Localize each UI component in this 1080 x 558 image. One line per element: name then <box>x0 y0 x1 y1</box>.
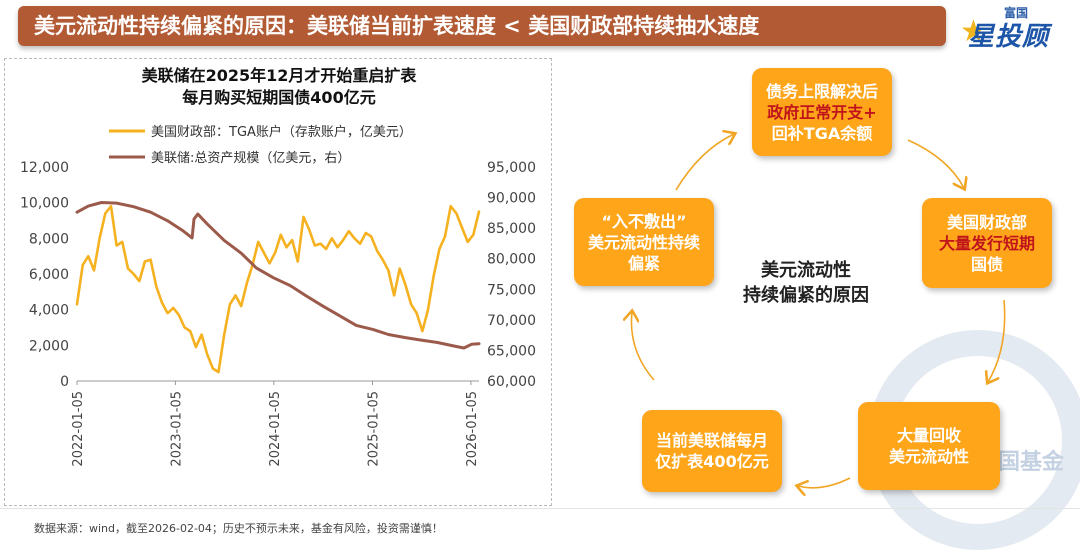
legend-label: 美联储:总资产规模（亿美元，右） <box>151 151 350 166</box>
box-line: 大量发行短期 <box>938 233 1035 253</box>
box-line: 政府正常开支+ <box>767 102 877 122</box>
box-line: 美元流动性持续 <box>587 232 700 252</box>
y-left-tick-label: 12,000 <box>20 160 69 176</box>
y-left-tick-label: 4,000 <box>29 303 69 319</box>
footer-divider <box>0 508 1080 509</box>
y-left-tick-label: 0 <box>60 374 69 390</box>
arrow-bottom-left <box>798 477 851 488</box>
cycle-center-text: 美元流动性 持续偏紧的原因 <box>716 258 896 308</box>
logo-big-text: 星投顾 <box>968 22 1050 52</box>
footnote: 数据来源：wind，截至2026-02-04；历史不预示未来，基金有风险，投资需… <box>34 522 443 535</box>
box-fed-expansion: 当前美联储每月 仅扩表400亿元 <box>642 410 782 492</box>
line-chart: 美联储在2025年12月才开始重启扩表每月购买短期国债400亿元美国财政部：TG… <box>20 66 536 467</box>
x-tick-label: 2023-01-05 <box>169 391 184 467</box>
arrow-left-up <box>631 312 655 381</box>
x-tick-label: 2024-01-05 <box>268 391 283 467</box>
y-left-tick-label: 6,000 <box>29 267 69 283</box>
y-right-tick-label: 85,000 <box>487 221 536 237</box>
page-title: 美元流动性持续偏紧的原因：美联储当前扩表速度 < 美国财政部持续抽水速度 <box>34 14 760 38</box>
box-drain-liquidity: 大量回收 美元流动性 <box>858 402 1000 490</box>
y-right-tick-label: 80,000 <box>487 252 536 268</box>
box-line: 美国财政部 <box>946 212 1027 232</box>
brand-logo: ★ 富国 星投顾 <box>960 4 1070 52</box>
y-right-tick-label: 70,000 <box>487 313 536 329</box>
box-line: 回补TGA余额 <box>771 123 873 143</box>
chart-panel: 美联储在2025年12月才开始重启扩表 每月购买短期国债400亿元美国财政部：TG… <box>4 58 552 506</box>
box-line: “入不敷出” <box>601 211 687 231</box>
y-right-tick-label: 65,000 <box>487 343 536 359</box>
chart-title-line: 美联储在2025年12月才开始重启扩表 <box>142 66 418 85</box>
x-tick-label: 2022-01-05 <box>71 391 86 467</box>
box-line: 国债 <box>970 254 1003 274</box>
logo-small-text: 富国 <box>1004 6 1029 20</box>
box-line: 大量回收 <box>896 426 961 445</box>
y-right-tick-label: 75,000 <box>487 282 536 298</box>
y-left-tick-label: 2,000 <box>29 338 69 354</box>
x-tick-label: 2025-01-05 <box>367 391 382 467</box>
box-line: 美元流动性 <box>888 447 969 466</box>
y-right-tick-label: 95,000 <box>487 160 536 176</box>
y-right-tick-label: 60,000 <box>487 374 536 390</box>
legend-label: 美国财政部：TGA账户（存款账户，亿美元） <box>151 124 412 140</box>
fed-assets-series-line <box>75 201 481 350</box>
center-line-1: 美元流动性 <box>761 260 851 281</box>
star-icon: ★ <box>960 14 987 49</box>
arrow-top-right <box>907 139 964 188</box>
center-line-2: 持续偏紧的原因 <box>743 285 869 306</box>
arrow-right-down <box>988 299 1006 382</box>
box-debt-ceiling: 债务上限解决后 政府正常开支+ 回补TGA余额 <box>752 68 892 156</box>
box-line: 当前美联储每月 <box>655 431 768 450</box>
box-treasury-issue: 美国财政部 大量发行短期 国债 <box>922 198 1052 288</box>
x-tick-label: 2026-01-05 <box>465 391 480 467</box>
box-line: 仅扩表400亿元 <box>655 452 769 471</box>
y-right-tick-label: 90,000 <box>487 191 536 207</box>
box-line: 偏紧 <box>627 253 660 273</box>
y-left-tick-label: 8,000 <box>29 231 69 247</box>
title-banner: 美元流动性持续偏紧的原因：美联储当前扩表速度 < 美国财政部持续抽水速度 <box>18 6 946 46</box>
chart-title-line: 每月购买短期国债400亿元 <box>182 88 375 107</box>
arrow-up-right <box>675 134 734 191</box>
y-left-tick-label: 10,000 <box>20 196 69 212</box>
tga-series-line <box>75 204 481 374</box>
box-line: 债务上限解决后 <box>765 81 878 101</box>
watermark-text: 国基金 <box>998 450 1065 475</box>
box-tight-liquidity: “入不敷出” 美元流动性持续 偏紧 <box>574 198 714 286</box>
